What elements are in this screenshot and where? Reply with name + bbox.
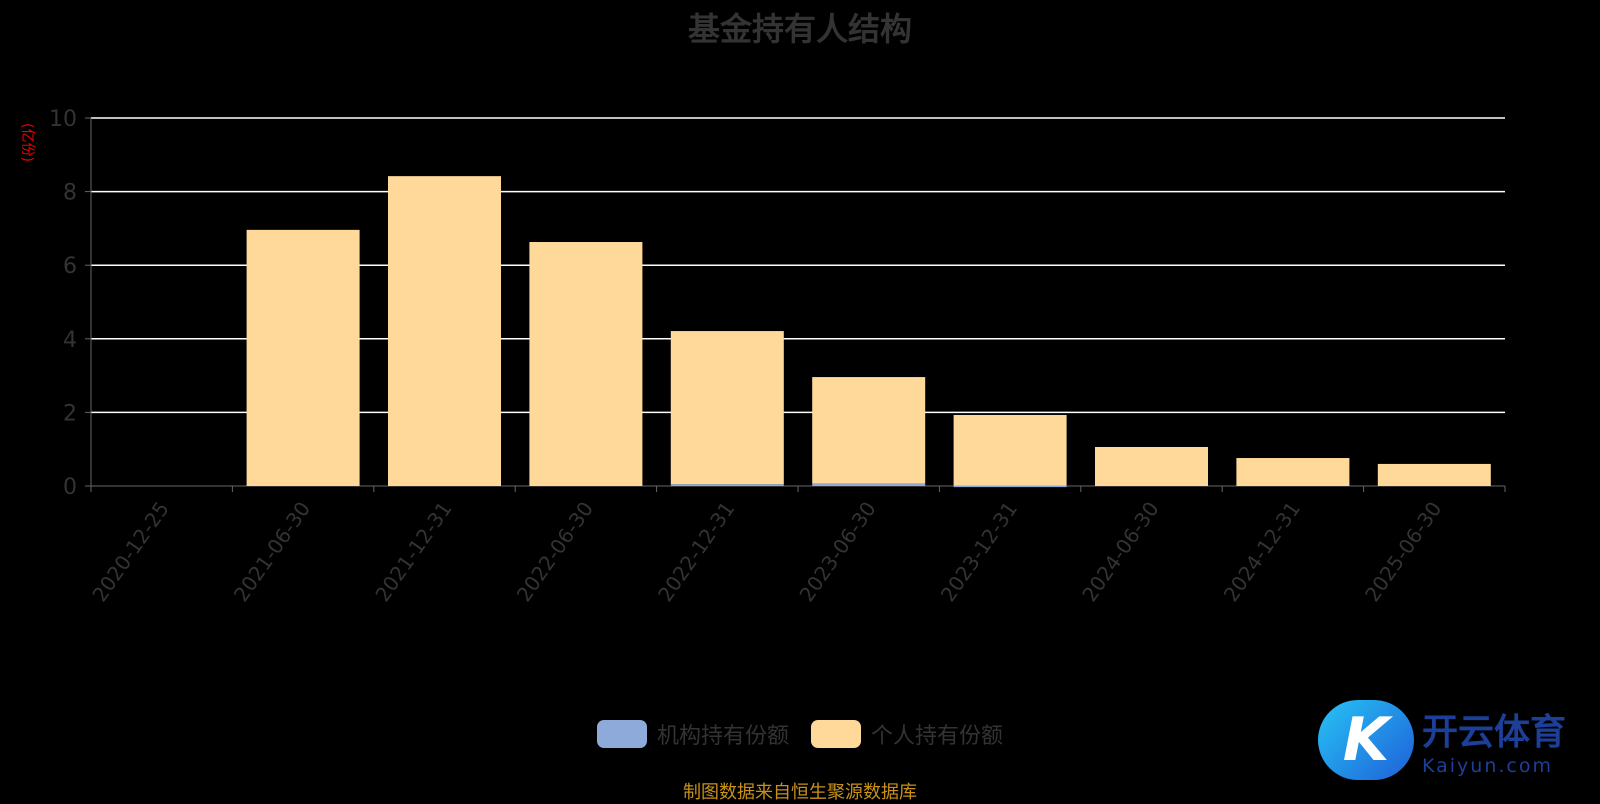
y-tick-label: 2: [63, 401, 77, 426]
y-tick-label: 8: [63, 181, 77, 206]
legend-swatch-individual: [811, 720, 861, 748]
watermark-logo: K 开云体育 Kaiyun.com: [1318, 700, 1566, 780]
y-tick-label: 6: [63, 254, 77, 279]
legend-label-individual: 个人持有份额: [871, 724, 1004, 749]
legend: 机构持有份额 个人持有份额: [0, 718, 1600, 750]
bar-individual: [246, 229, 360, 486]
bar-institution: [670, 484, 784, 486]
x-tick-label: 2025-06-30: [1360, 497, 1446, 606]
bar-individual: [1236, 458, 1350, 486]
bar-institution: [953, 485, 1067, 488]
legend-label-institution: 机构持有份额: [656, 724, 789, 749]
bar-individual: [529, 242, 643, 486]
bar-individual: [953, 414, 1067, 486]
y-tick-label: 10: [49, 107, 77, 132]
y-tick-label: 4: [63, 328, 77, 353]
x-tick-label: 2020-12-25: [87, 497, 173, 606]
watermark-cn: 开云体育: [1422, 712, 1567, 753]
x-tick-label: 2023-12-31: [936, 497, 1022, 606]
data-source-note: 制图数据来自恒生聚源数据库: [683, 782, 917, 803]
bar-individual: [812, 377, 926, 484]
x-tick-label: 2021-12-31: [370, 497, 456, 606]
x-tick-label: 2021-06-30: [229, 497, 315, 606]
y-tick-label: 0: [63, 475, 77, 500]
bar-chart: 0 2 4 6 8 10 2020-12-25 2021-06-30 2021-12-31 202…: [49, 107, 1506, 606]
kaiyun-logo-icon: K: [1318, 700, 1414, 780]
bar-individual: [1377, 463, 1491, 486]
legend-swatch-institution: [596, 720, 647, 748]
bar-individual: [388, 176, 501, 487]
bar-individual: [670, 331, 784, 485]
bar-institution: [812, 483, 926, 486]
bar-individual: [1095, 446, 1208, 486]
x-tick-label: 2022-12-31: [653, 497, 739, 606]
x-tick-label: 2023-06-30: [794, 497, 880, 606]
legend-item-individual[interactable]: 个人持有份额: [811, 718, 1003, 750]
x-tick-label: 2024-12-31: [1219, 497, 1305, 606]
chart-title: 基金持有人结构: [687, 10, 912, 48]
x-tick-label: 2024-06-30: [1077, 497, 1163, 606]
x-tick-label: 2022-06-30: [512, 497, 598, 606]
watermark-en: Kaiyun.com: [1422, 755, 1553, 777]
legend-item-institution[interactable]: 机构持有份额: [596, 718, 789, 750]
